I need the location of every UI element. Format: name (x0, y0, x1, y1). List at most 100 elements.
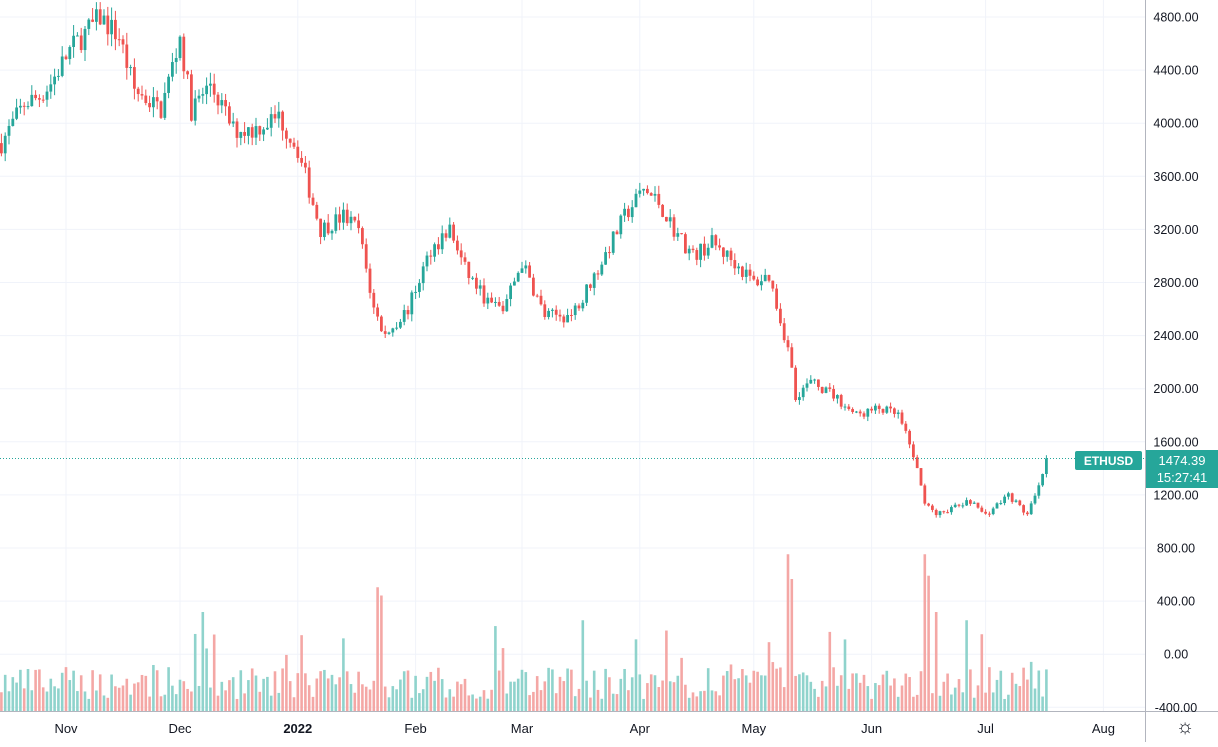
candle-body (201, 94, 205, 96)
candle-body (547, 310, 550, 317)
candle-body (843, 406, 847, 408)
candle-body (946, 512, 949, 514)
volume-bar (34, 669, 37, 711)
candle-body (345, 209, 349, 224)
candle-body (121, 39, 125, 45)
candle-body (881, 408, 885, 413)
candle-body (942, 511, 946, 513)
volume-bar (440, 679, 444, 711)
candle-body (1003, 496, 1006, 504)
volume-bar (729, 664, 733, 711)
volume-bar (532, 691, 535, 711)
candle-body (140, 94, 144, 96)
candle-body (459, 250, 463, 258)
volume-bar (178, 679, 182, 711)
volume-bar (1014, 683, 1018, 711)
volume-bar (634, 639, 638, 711)
candle-body (900, 412, 904, 424)
volume-bar (608, 677, 611, 711)
volume-bar (1037, 670, 1041, 711)
candle-body (874, 405, 877, 411)
volume-bar (501, 648, 505, 711)
candle-body (448, 224, 452, 238)
candle-body (790, 347, 794, 368)
volume-bar (516, 678, 520, 711)
volume-bar (201, 612, 205, 711)
volume-bar (885, 670, 889, 711)
volume-bar (908, 677, 911, 711)
volume-bar (866, 686, 870, 711)
candle-body (969, 500, 972, 504)
candle-body (1029, 503, 1033, 515)
candle-body (855, 411, 858, 413)
candle-body (836, 395, 839, 399)
volume-bar (931, 693, 934, 711)
volume-bar (448, 689, 452, 711)
candle-body (288, 138, 292, 143)
volume-bar (912, 696, 915, 711)
volume-bar (725, 671, 729, 711)
volume-bar (900, 685, 904, 711)
volume-bar (881, 674, 885, 711)
volume-bar (140, 674, 144, 711)
time-tick-label: Apr (630, 721, 651, 736)
candle-body (497, 301, 501, 306)
candle-body (110, 19, 113, 35)
volume-bar (315, 678, 319, 711)
candle-body (273, 114, 277, 119)
candle-body (896, 412, 900, 414)
candle-body (756, 279, 759, 286)
candle-body (205, 85, 208, 95)
candle-body (980, 507, 984, 512)
candle-body (927, 503, 930, 506)
candle-body (72, 35, 75, 47)
candle-body (437, 244, 440, 250)
volume-bar (421, 689, 425, 711)
volume-bar (524, 672, 528, 711)
volume-bar (326, 678, 330, 711)
candle-body (319, 218, 322, 238)
candle-body (809, 379, 813, 384)
volume-bar (129, 694, 132, 711)
volume-bar (429, 671, 433, 711)
volume-bar (684, 684, 687, 711)
symbol-label: ETHUSD (1084, 454, 1134, 468)
volume-bar (395, 689, 398, 711)
candle-body (311, 197, 315, 205)
candle-body (934, 509, 938, 516)
candle-body (851, 409, 854, 412)
candle-body (182, 36, 186, 72)
candle-body (672, 217, 676, 237)
candle-body (554, 309, 558, 315)
volume-bar (209, 687, 212, 711)
volume-bar (467, 695, 471, 711)
candle-body (174, 58, 178, 63)
candle-body (152, 97, 155, 108)
volume-bar (38, 669, 41, 711)
candle-body (383, 331, 387, 334)
candle-body (653, 193, 657, 196)
price-axis[interactable]: 4800.00 4400.00 4000.00 3600.00 3200.00 2800.… (1153, 11, 1198, 715)
volume-bar (497, 670, 501, 711)
candle-body (729, 250, 733, 261)
settings-gear-icon[interactable]: ☼ (1175, 716, 1195, 738)
volume-bar (197, 685, 201, 711)
candle-body (771, 280, 775, 289)
volume-bar (1003, 698, 1006, 711)
candle-body (395, 327, 398, 329)
candle-body (136, 88, 140, 95)
candle-body (475, 277, 478, 289)
volume-bars (0, 554, 1048, 711)
volume-bar (752, 670, 756, 711)
candle-body (832, 388, 835, 399)
time-axis[interactable]: Nov Dec 2022 Feb Mar Apr May Jun Jul Aug (54, 721, 1115, 736)
candle-body (368, 268, 372, 293)
volume-bar (167, 667, 170, 711)
volume-bar (703, 690, 706, 711)
candle-body (178, 36, 182, 59)
candle-body (1033, 495, 1037, 504)
volume-bar (3, 674, 7, 711)
price-tick-label: 3600.00 (1153, 170, 1198, 184)
